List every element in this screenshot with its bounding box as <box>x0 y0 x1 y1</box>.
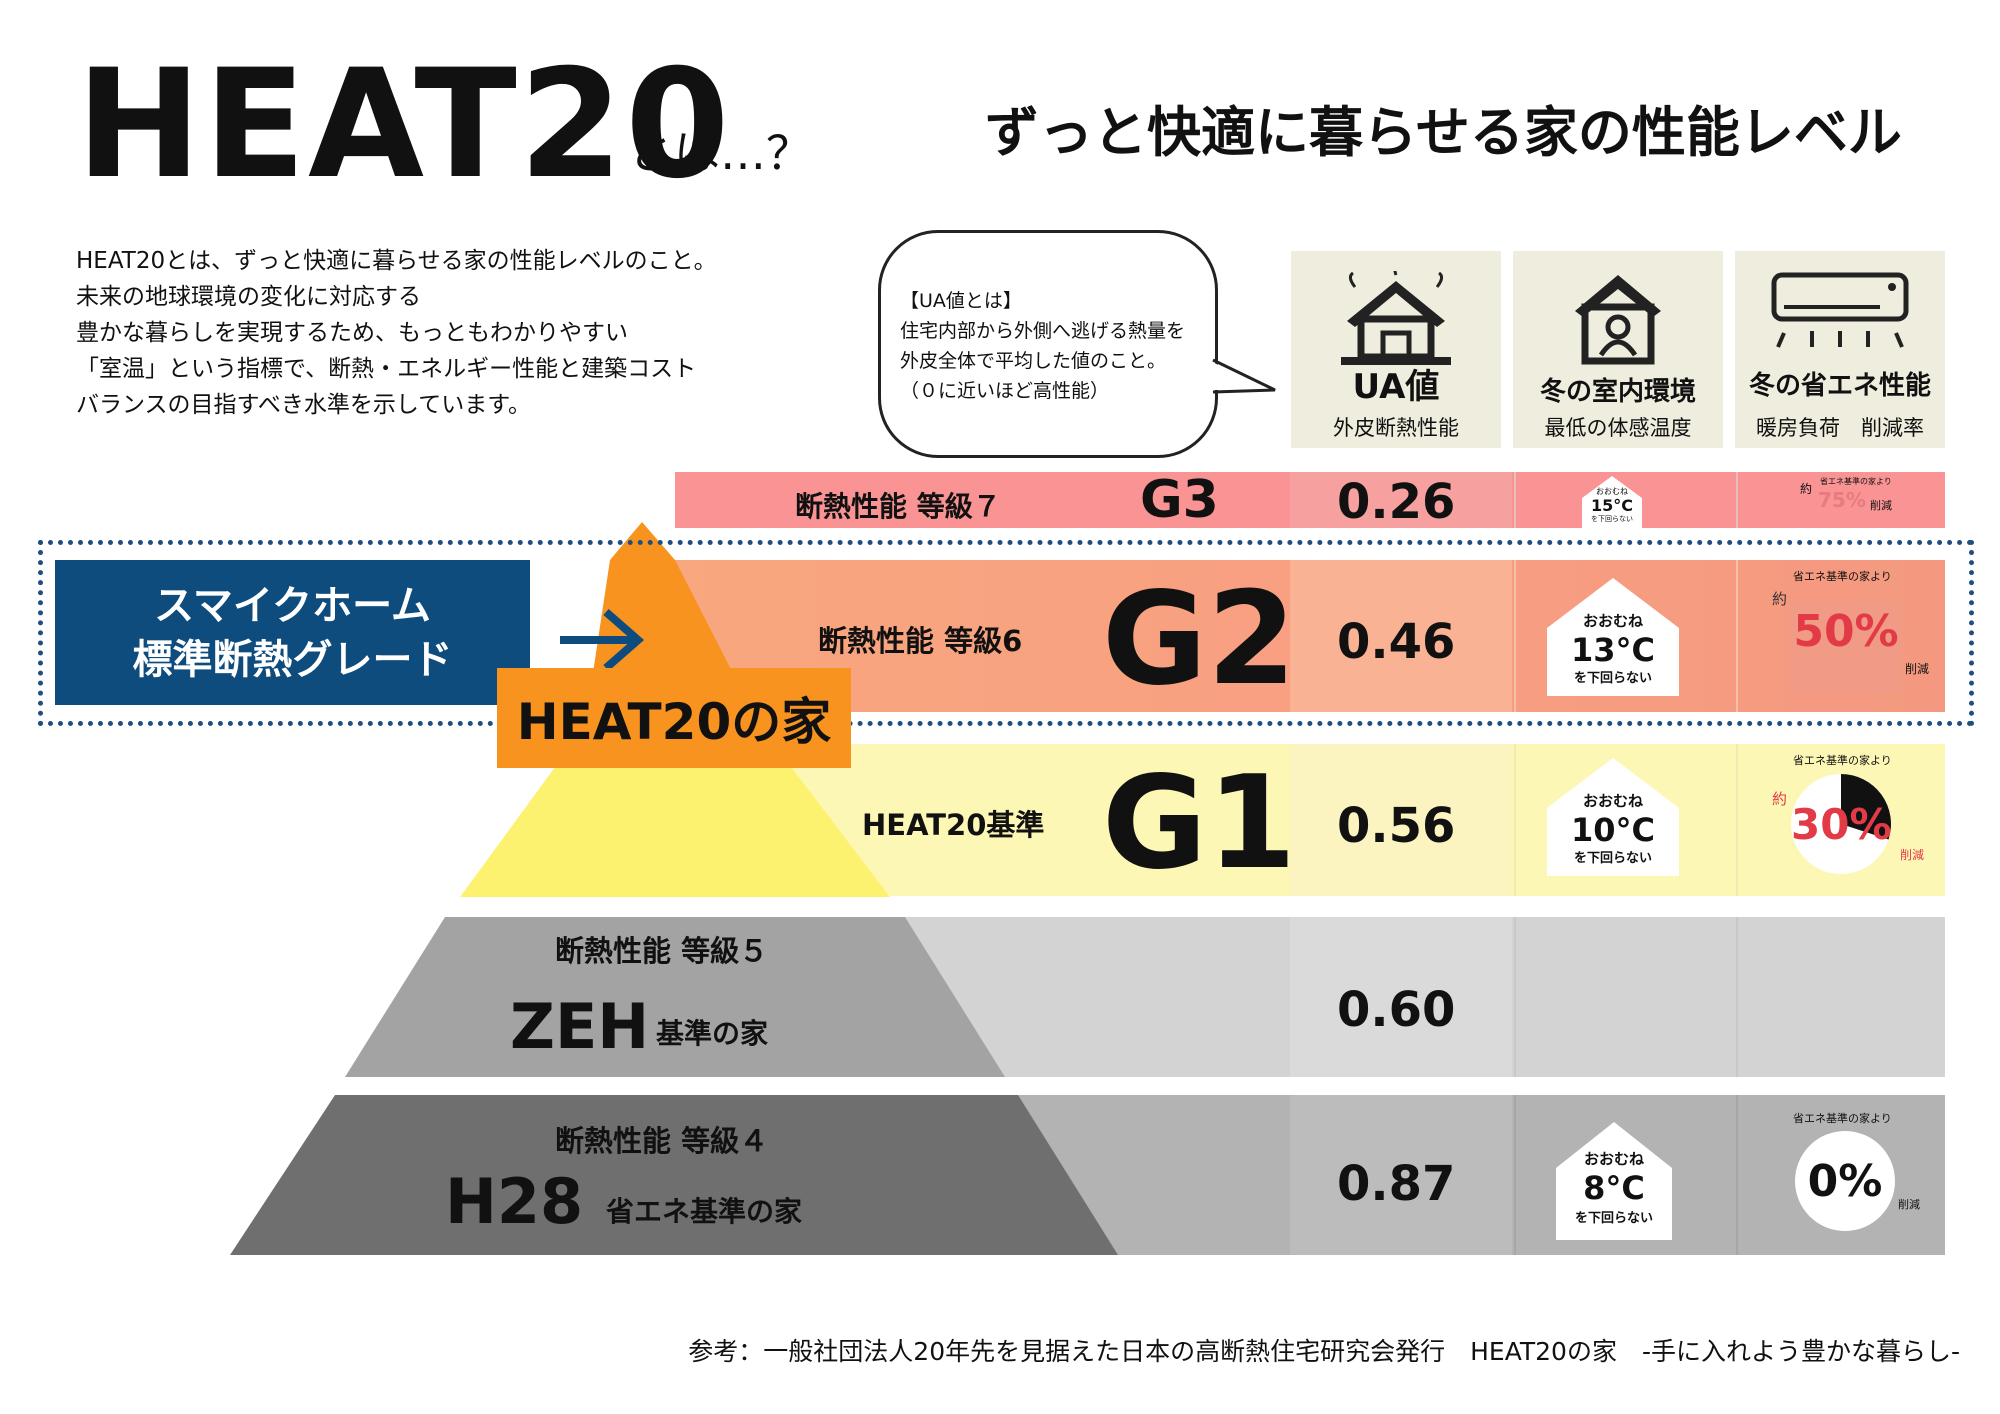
row-g3-band <box>675 472 1945 528</box>
house-shape-icon <box>1582 476 1642 528</box>
house-label-top: おおむね <box>1583 1150 1644 1168</box>
row-g2-label: 断熱性能 等級6 <box>818 624 1023 658</box>
row-g2-temp: 13°C <box>1570 631 1655 669</box>
row-zeh-name: ZEH <box>510 990 650 1063</box>
column-subtitle: 最低の体感温度 <box>1544 416 1692 440</box>
savings-reduce-label: 削減 <box>1900 848 1925 862</box>
savings-approx-label: 約 <box>1772 790 1788 808</box>
person-in-house-icon <box>1575 275 1661 365</box>
intro-line: 豊かな暮らしを実現するため、もっともわかりやすい <box>76 320 628 346</box>
page-headline: ずっと快適に暮らせる家の性能レベル <box>985 101 1902 164</box>
row-g3-room-temp: おおむね 15°C を下回らない <box>1582 476 1642 528</box>
standard-grade-line: スマイクホーム <box>154 582 431 629</box>
column-header-room: 冬の室内環境 最低の体感温度 <box>1513 251 1723 448</box>
row-g2-savings: 50% <box>1793 606 1899 657</box>
row-g3-grade: G3 <box>1140 470 1219 530</box>
ua-definition-line: 【UA値とは】 <box>900 290 1022 312</box>
row-h28-temp: 8°C <box>1583 1169 1645 1207</box>
house-label-bottom: を下回らない <box>1573 851 1652 866</box>
reference-note: 参考：一般社団法人20年先を見据えた日本の高断熱住宅研究会発行 HEAT20の家… <box>688 1337 1960 1366</box>
house-label-bottom: を下回らない <box>1574 1211 1653 1226</box>
column-subtitle: 暖房負荷 削減率 <box>1756 416 1924 440</box>
row-g1-band <box>675 744 1945 896</box>
row-g2-savings-box <box>1790 602 1902 692</box>
arrow-right-icon <box>560 608 645 672</box>
row-g1-savings: 30% <box>1791 800 1892 849</box>
savings-approx-label: 約 <box>1800 482 1813 496</box>
row-h28-ua-value: 0.87 <box>1337 1156 1456 1212</box>
logo-suffix: とは…？ <box>628 126 812 180</box>
intro-line: 未来の地球環境の変化に対応する <box>76 284 421 310</box>
heat20-house-label: HEAT20の家 <box>497 668 851 768</box>
ua-definition-line: 住宅内部から外側へ逃げる熱量を <box>900 320 1186 342</box>
row-g2-ua-value: 0.46 <box>1337 614 1456 670</box>
savings-from-label: 省エネ基準の家より <box>1820 477 1892 486</box>
row-zeh-ua-value: 0.60 <box>1337 982 1456 1038</box>
house-shape-icon <box>1547 758 1679 876</box>
pyramid-h28-layer <box>230 1095 1118 1255</box>
house-icon <box>1341 271 1451 365</box>
row-zeh-name-suffix: 基準の家 <box>656 1017 769 1050</box>
standard-grade-box: スマイクホーム 標準断熱グレード <box>55 560 530 705</box>
row-g1-savings-pie <box>1791 774 1891 874</box>
pyramid-g1-layer <box>460 726 890 897</box>
row-g3-savings: 75% <box>1818 488 1866 512</box>
column-title: UA値 <box>1352 367 1440 407</box>
savings-from-label: 省エネ基準の家より <box>1793 754 1892 767</box>
savings-reduce-label: 削減 <box>1870 499 1892 512</box>
house-shape-icon <box>1556 1122 1672 1240</box>
column-header-energy: 冬の省エネ性能 暖房負荷 削減率 <box>1735 251 1945 448</box>
intro-paragraph: HEAT20とは、ずっと快適に暮らせる家の性能レベルのこと。 未来の地球環境の変… <box>76 243 717 423</box>
house-label-top: おおむね <box>1582 612 1643 630</box>
ua-definition-line: （０に近いほど高性能） <box>900 380 1110 402</box>
row-g1-room-temp: おおむね 10°C を下回らない <box>1547 758 1679 876</box>
row-h28-savings: 0% <box>1807 1155 1883 1207</box>
row-g1-ua-value: 0.56 <box>1337 798 1456 854</box>
row-h28-room-temp: おおむね 8°C を下回らない <box>1556 1122 1672 1240</box>
row-g2-band <box>675 560 1945 712</box>
savings-reduce-label: 削減 <box>1898 1198 1920 1211</box>
standard-grade-line: 標準断熱グレード <box>132 636 453 683</box>
row-g1-grade: G1 <box>1102 749 1297 898</box>
row-g1-label: HEAT20基準 <box>862 808 1045 842</box>
air-conditioner-icon <box>1771 272 1909 348</box>
row-h28-name: H28 <box>445 1165 584 1238</box>
row-g3-label: 断熱性能 等級７ <box>795 490 1001 523</box>
column-subtitle: 外皮断熱性能 <box>1333 416 1459 440</box>
intro-line: 「室温」という指標で、断熱・エネルギー性能と建築コスト <box>76 356 697 382</box>
column-title: 冬の省エネ性能 <box>1748 371 1931 401</box>
row-h28-label: 断熱性能 等級４ <box>555 1124 769 1158</box>
ua-definition-line: 外皮全体で平均した値のこと。 <box>900 350 1167 372</box>
speech-bubble <box>878 230 1218 458</box>
row-g3-ua-value: 0.26 <box>1337 474 1456 530</box>
row-zeh-label: 断熱性能 等級５ <box>555 934 769 968</box>
savings-from-label: 省エネ基準の家より <box>1793 570 1892 583</box>
speech-bubble-tail <box>1212 358 1276 394</box>
row-g3-temp: 15°C <box>1590 496 1633 515</box>
row-h28-name-suffix: 省エネ基準の家 <box>606 1195 803 1228</box>
intro-line: バランスの目指すべき水準を示しています。 <box>76 392 531 418</box>
row-g2-room-temp: おおむね 13°C を下回らない <box>1547 578 1679 696</box>
house-shape-icon <box>1547 578 1679 696</box>
house-label-top: おおむね <box>1596 487 1628 496</box>
savings-reduce-label: 削減 <box>1905 662 1930 676</box>
intro-line: HEAT20とは、ずっと快適に暮らせる家の性能レベルのこと。 <box>76 248 717 274</box>
column-title: 冬の室内環境 <box>1539 377 1696 407</box>
pie-slice <box>1841 774 1891 840</box>
house-label-top: おおむね <box>1582 792 1643 810</box>
house-label-bottom: を下回らない <box>1591 515 1633 523</box>
pyramid-zeh-layer <box>345 917 1005 1077</box>
house-label-bottom: を下回らない <box>1573 671 1652 686</box>
logo-heat20: HEAT20 <box>76 38 732 212</box>
standard-grade-highlight <box>38 540 1974 726</box>
row-g2-grade: G2 <box>1102 565 1297 714</box>
ua-definition: 【UA値とは】 住宅内部から外側へ逃げる熱量を 外皮全体で平均した値のこと。 （… <box>900 286 1185 406</box>
savings-approx-label: 約 <box>1772 590 1788 608</box>
row-h28-savings-circle: 0% <box>1795 1131 1895 1231</box>
column-header-ua: UA値 外皮断熱性能 <box>1291 251 1501 448</box>
row-g1-temp: 10°C <box>1570 811 1655 849</box>
savings-from-label: 省エネ基準の家より <box>1793 1112 1892 1125</box>
